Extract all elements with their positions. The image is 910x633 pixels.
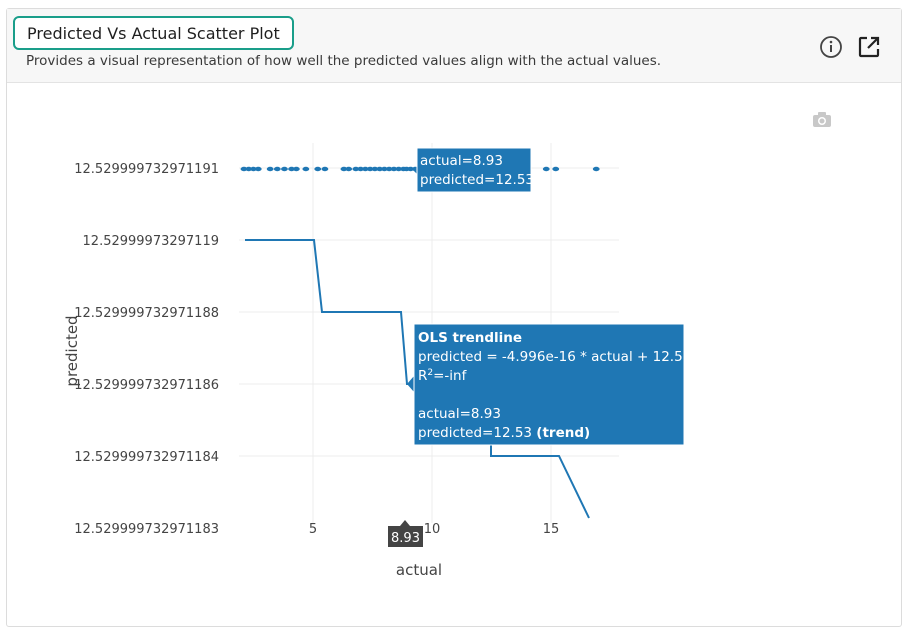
scatter-point[interactable] bbox=[376, 166, 384, 172]
hover-trend-predicted-text: predicted=12.53 bbox=[418, 425, 536, 441]
x-tick-label: 10 bbox=[424, 522, 441, 537]
camera-icon[interactable] bbox=[813, 112, 831, 127]
x-spike-label: 8.93 bbox=[388, 520, 423, 547]
hover-trend-r2: R2=-inf bbox=[418, 368, 468, 384]
hover-tooltip-point: actual=8.93 predicted=12.53 bbox=[412, 147, 534, 193]
scatter-point[interactable] bbox=[245, 166, 253, 172]
hover-trend-predicted: predicted=12.53 (trend) bbox=[418, 425, 590, 441]
card-header: Predicted Vs Actual Scatter Plot Provide… bbox=[7, 9, 901, 83]
open-external-icon[interactable] bbox=[857, 35, 881, 59]
scatter-point[interactable] bbox=[366, 166, 374, 172]
scatter-point[interactable] bbox=[542, 166, 550, 172]
scatter-point[interactable] bbox=[321, 166, 329, 172]
scatter-point[interactable] bbox=[361, 166, 369, 172]
scatter-point[interactable] bbox=[340, 166, 348, 172]
x-tick-label: 15 bbox=[543, 522, 560, 537]
hover-trend-r2-prefix: R bbox=[418, 368, 427, 384]
scatter-point[interactable] bbox=[345, 166, 353, 172]
scatter-point[interactable] bbox=[250, 166, 257, 172]
scatter-point[interactable] bbox=[592, 166, 600, 172]
scatter-point[interactable] bbox=[288, 166, 295, 172]
scatter-chart: 12.529999732971191 12.52999973297119 12.… bbox=[63, 112, 831, 579]
scatter-point[interactable] bbox=[381, 166, 388, 172]
scatter-point[interactable] bbox=[371, 166, 379, 172]
hover-trend-r2-suffix: =-inf bbox=[433, 368, 467, 384]
hover-trend-equation: predicted = -4.996e-16 * actual + 12.53 bbox=[418, 349, 691, 365]
scatter-point[interactable] bbox=[273, 166, 281, 172]
scatter-point[interactable] bbox=[302, 166, 310, 172]
card-subtitle: Provides a visual representation of how … bbox=[26, 53, 662, 69]
scatter-point[interactable] bbox=[407, 166, 414, 172]
hover-trend-actual: actual=8.93 bbox=[418, 406, 501, 422]
x-axis-title: actual bbox=[396, 561, 442, 579]
hover-point-predicted: predicted=12.53 bbox=[420, 172, 534, 188]
scatter-point[interactable] bbox=[395, 166, 403, 172]
chart-card: Predicted Vs Actual Scatter Plot Provide… bbox=[6, 8, 902, 627]
hover-trend-predicted-tag: (trend) bbox=[536, 425, 590, 441]
y-tick-label: 12.52999973297119 bbox=[83, 234, 219, 249]
scatter-point[interactable] bbox=[254, 166, 262, 172]
scatter-point[interactable] bbox=[385, 166, 393, 172]
scatter-point[interactable] bbox=[292, 166, 300, 172]
y-tick-label: 12.529999732971186 bbox=[74, 378, 219, 393]
scatter-point[interactable] bbox=[314, 166, 322, 172]
scatter-point[interactable] bbox=[281, 166, 288, 172]
x-spike-value: 8.93 bbox=[391, 531, 420, 546]
y-tick-label: 12.529999732971183 bbox=[74, 522, 219, 537]
x-tick-labels: 5 10 15 bbox=[309, 522, 559, 537]
scatter-point[interactable] bbox=[390, 166, 398, 172]
hover-trend-title: OLS trendline bbox=[418, 330, 522, 346]
x-tick-label: 5 bbox=[309, 522, 317, 537]
scatter-point[interactable] bbox=[266, 166, 274, 172]
hover-trend-r2-sup: 2 bbox=[427, 368, 433, 378]
scatter-point[interactable] bbox=[240, 166, 248, 172]
info-icon[interactable] bbox=[819, 35, 843, 59]
hover-point-actual: actual=8.93 bbox=[420, 153, 503, 169]
y-tick-label: 12.529999732971184 bbox=[74, 450, 219, 465]
plot-area: 12.529999732971191 12.52999973297119 12.… bbox=[7, 83, 901, 626]
card-title: Predicted Vs Actual Scatter Plot bbox=[13, 16, 294, 50]
scatter-point[interactable] bbox=[552, 166, 560, 172]
y-tick-labels: 12.529999732971191 12.52999973297119 12.… bbox=[74, 162, 219, 537]
y-axis-title: predicted bbox=[63, 315, 81, 386]
y-tick-label: 12.529999732971188 bbox=[74, 306, 219, 321]
y-tick-label: 12.529999732971191 bbox=[74, 162, 219, 177]
scatter-point[interactable] bbox=[357, 166, 364, 172]
scatter-point[interactable] bbox=[352, 166, 360, 172]
hover-tooltip-trend: OLS trendline predicted = -4.996e-16 * a… bbox=[407, 323, 691, 446]
